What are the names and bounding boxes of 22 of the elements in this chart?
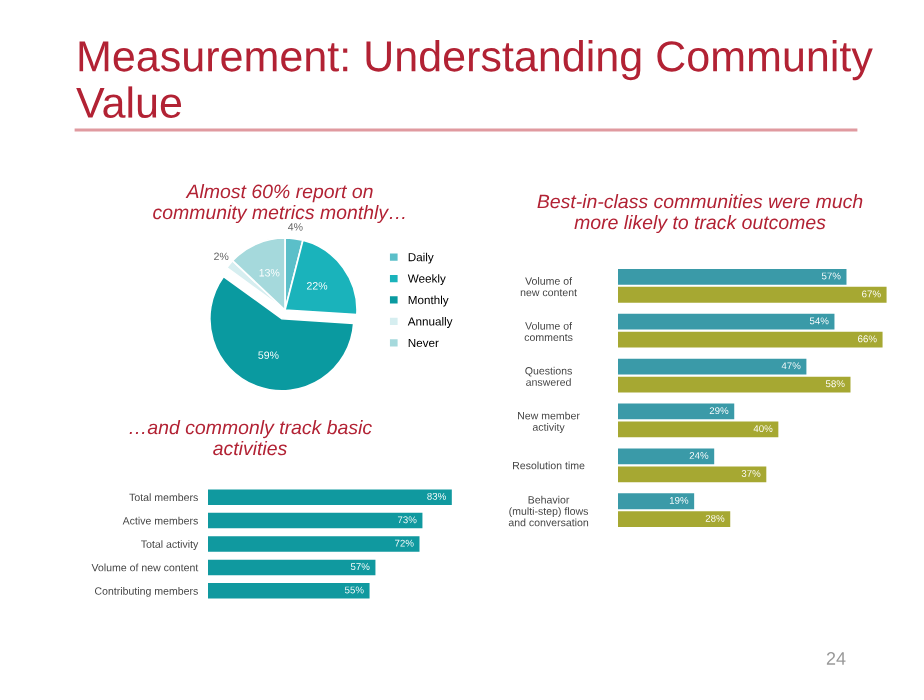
bar	[618, 466, 767, 483]
bar	[618, 421, 779, 438]
bar	[618, 331, 883, 348]
chart-title: …and commonly track basic activities	[129, 420, 372, 456]
chart-title: Best-in-class communities were much more likely to track outcomes	[537, 194, 863, 234]
bar	[208, 536, 420, 552]
bar	[208, 489, 452, 505]
bar	[618, 376, 851, 393]
bar	[618, 403, 735, 420]
bar	[618, 313, 835, 330]
bar	[618, 493, 695, 510]
bar	[208, 512, 423, 529]
bar	[618, 511, 731, 528]
text: Measurement: Understanding Community Value	[76, 40, 873, 118]
text: 24	[826, 652, 846, 665]
bar	[208, 583, 370, 599]
bar	[618, 358, 807, 375]
bar	[618, 286, 887, 303]
bar	[618, 448, 715, 465]
chart-title: Almost 60% report on community metrics monthly…	[153, 184, 405, 224]
bar	[208, 559, 376, 576]
bar	[618, 268, 847, 285]
